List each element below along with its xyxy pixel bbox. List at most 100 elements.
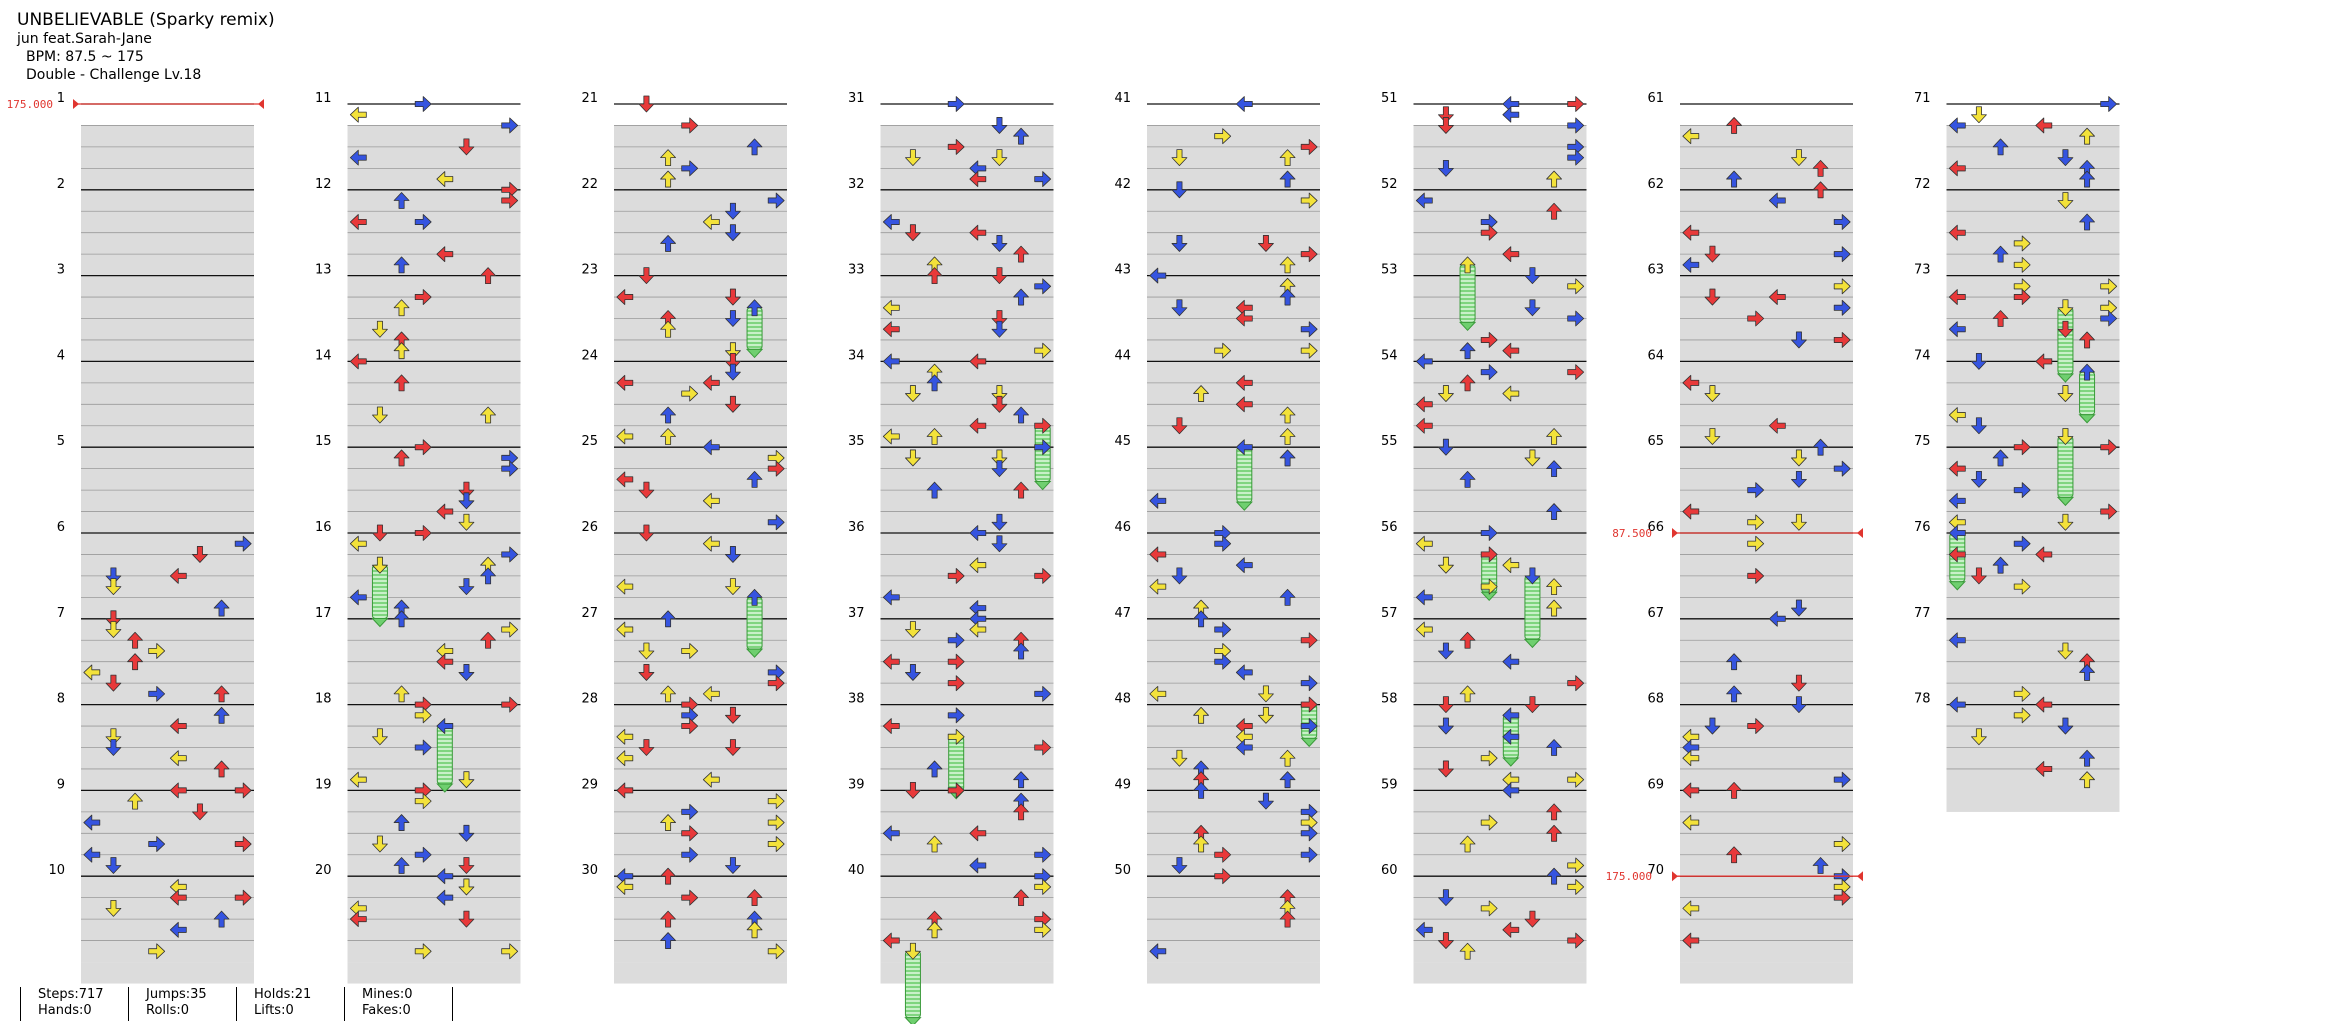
step-arrow-icon	[725, 352, 741, 370]
step-arrow-icon	[2057, 717, 2074, 735]
step-arrow-icon	[169, 889, 187, 906]
step-arrow-icon	[1971, 470, 1987, 488]
step-arrow-icon	[905, 942, 921, 960]
measure-number: 36	[848, 520, 865, 535]
step-arrow-icon	[458, 771, 475, 789]
step-arrow-icon	[746, 889, 763, 907]
step-arrow-icon	[1438, 889, 1454, 907]
step-arrow-icon	[349, 149, 367, 166]
song-header: UNBELIEVABLE (Sparky remix) jun feat.Sar…	[17, 11, 275, 84]
measure-number: 50	[1114, 863, 1131, 878]
step-arrow-icon	[947, 568, 965, 584]
step-arrow-icon	[105, 674, 122, 692]
step-arrow-icon	[458, 481, 475, 499]
step-arrow-icon	[926, 760, 943, 778]
step-arrow-icon	[638, 739, 655, 756]
step-arrow-icon	[414, 793, 432, 810]
step-arrow-icon	[2013, 482, 2031, 499]
step-arrow-icon	[702, 374, 720, 391]
step-arrow-icon	[1415, 396, 1433, 413]
step-arrow-icon	[1791, 599, 1807, 617]
step-arrow-icon	[1726, 782, 1742, 799]
step-arrow-icon	[1682, 750, 1700, 767]
step-arrow-icon	[1567, 310, 1585, 327]
step-arrow-icon	[1235, 396, 1253, 413]
step-arrow-icon	[1682, 256, 1700, 273]
measure-number: 51	[1381, 91, 1398, 106]
measure-number: 64	[1647, 348, 1664, 363]
measure-number: 66	[1647, 520, 1664, 535]
step-arrow-icon	[638, 95, 655, 113]
stat-rolls: Rolls:0	[146, 1003, 190, 1018]
step-arrow-icon	[681, 803, 699, 820]
measure-number: 56	[1381, 520, 1398, 535]
step-arrow-icon	[969, 160, 987, 177]
step-arrow-icon	[1034, 685, 1052, 702]
step-arrow-icon	[1704, 245, 1721, 263]
step-arrow-icon	[882, 321, 900, 338]
step-arrow-icon	[105, 567, 122, 585]
step-arrow-icon	[1502, 653, 1520, 670]
measure-number: 46	[1114, 520, 1131, 535]
step-arrow-icon	[2057, 192, 2074, 209]
step-arrow-icon	[1480, 900, 1498, 917]
step-arrow-icon	[1480, 578, 1498, 595]
step-arrow-icon	[1502, 921, 1520, 938]
step-arrow-icon	[746, 588, 763, 606]
step-arrow-icon	[1258, 706, 1274, 724]
step-arrow-icon	[1149, 546, 1167, 563]
step-arrow-icon	[1567, 857, 1585, 874]
step-arrow-icon	[905, 449, 921, 467]
step-arrow-icon	[1300, 632, 1318, 649]
step-arrow-icon	[1812, 857, 1829, 874]
step-arrow-icon	[638, 664, 655, 681]
step-arrow-icon	[1948, 514, 1966, 531]
measure-number: 6	[57, 520, 65, 535]
step-arrow-icon	[1300, 321, 1318, 338]
step-arrow-icon	[1013, 642, 1029, 660]
measure-number: 75	[1914, 434, 1931, 449]
step-arrow-icon	[1948, 546, 1966, 563]
step-arrow-icon	[1502, 707, 1520, 724]
measure-number: 19	[315, 777, 332, 792]
step-arrow-icon	[725, 202, 741, 220]
measure-number: 60	[1381, 863, 1398, 878]
step-arrow-icon	[2013, 707, 2031, 724]
step-arrow-icon	[1502, 728, 1520, 745]
step-arrow-icon	[1171, 181, 1188, 199]
step-arrow-icon	[991, 149, 1008, 167]
step-arrow-icon	[1459, 685, 1476, 703]
step-arrow-icon	[1034, 921, 1052, 938]
step-arrow-icon	[501, 696, 519, 713]
step-arrow-icon	[767, 943, 785, 960]
step-arrow-icon	[372, 320, 388, 338]
step-arrow-icon	[882, 825, 900, 842]
step-arrow-icon	[969, 557, 987, 574]
step-arrow-icon	[1682, 128, 1700, 145]
step-arrow-icon	[725, 739, 741, 756]
step-arrow-icon	[1546, 739, 1562, 756]
step-arrow-icon	[702, 535, 720, 552]
step-arrow-icon	[2013, 289, 2031, 305]
step-arrow-icon	[1682, 814, 1700, 831]
step-arrow-icon	[2013, 578, 2031, 595]
step-arrow-icon	[414, 214, 432, 230]
step-arrow-icon	[1438, 117, 1454, 134]
step-arrow-icon	[1279, 256, 1296, 274]
step-arrow-icon	[1992, 310, 2009, 327]
step-arrow-icon	[616, 578, 634, 595]
stats-group-jumps: Jumps:35 Rolls:0	[128, 987, 236, 1021]
step-arrow-icon	[1726, 170, 1742, 188]
step-arrow-icon	[681, 846, 699, 863]
step-arrow-icon	[1948, 407, 1966, 423]
step-arrow-icon	[947, 632, 965, 649]
step-arrow-icon	[1992, 556, 2009, 574]
step-arrow-icon	[947, 96, 965, 112]
step-arrow-icon	[213, 760, 230, 778]
step-arrow-icon	[436, 503, 454, 520]
step-arrow-icon	[1235, 299, 1253, 316]
step-arrow-icon	[1812, 438, 1829, 456]
step-arrow-icon	[1682, 374, 1700, 391]
step-arrow-icon	[1415, 535, 1433, 552]
step-arrow-icon	[1682, 739, 1700, 756]
